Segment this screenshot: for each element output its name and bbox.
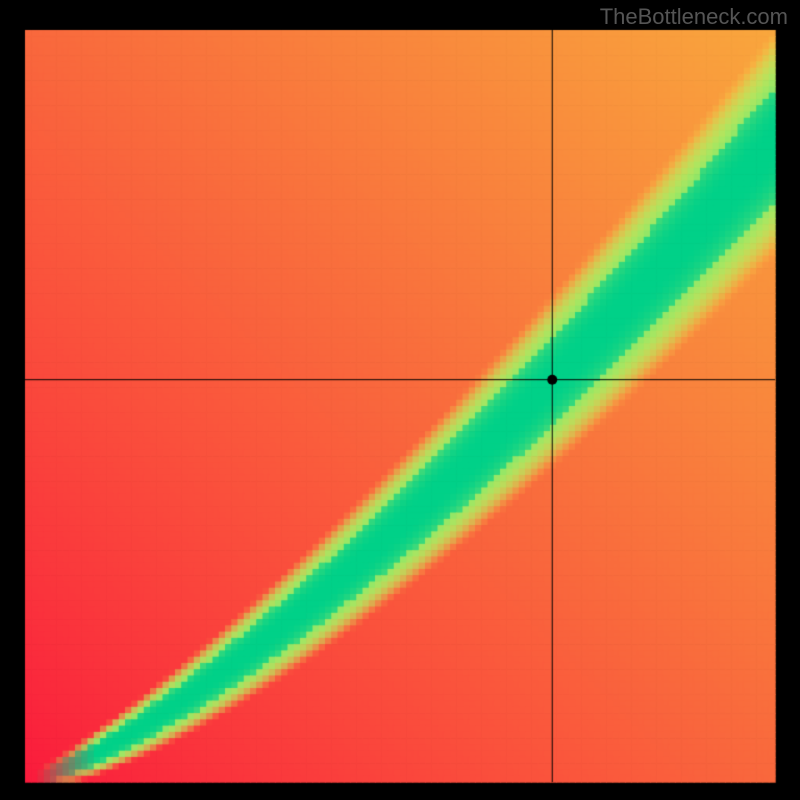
watermark-text: TheBottleneck.com bbox=[600, 4, 788, 30]
bottleneck-heatmap bbox=[0, 0, 800, 800]
